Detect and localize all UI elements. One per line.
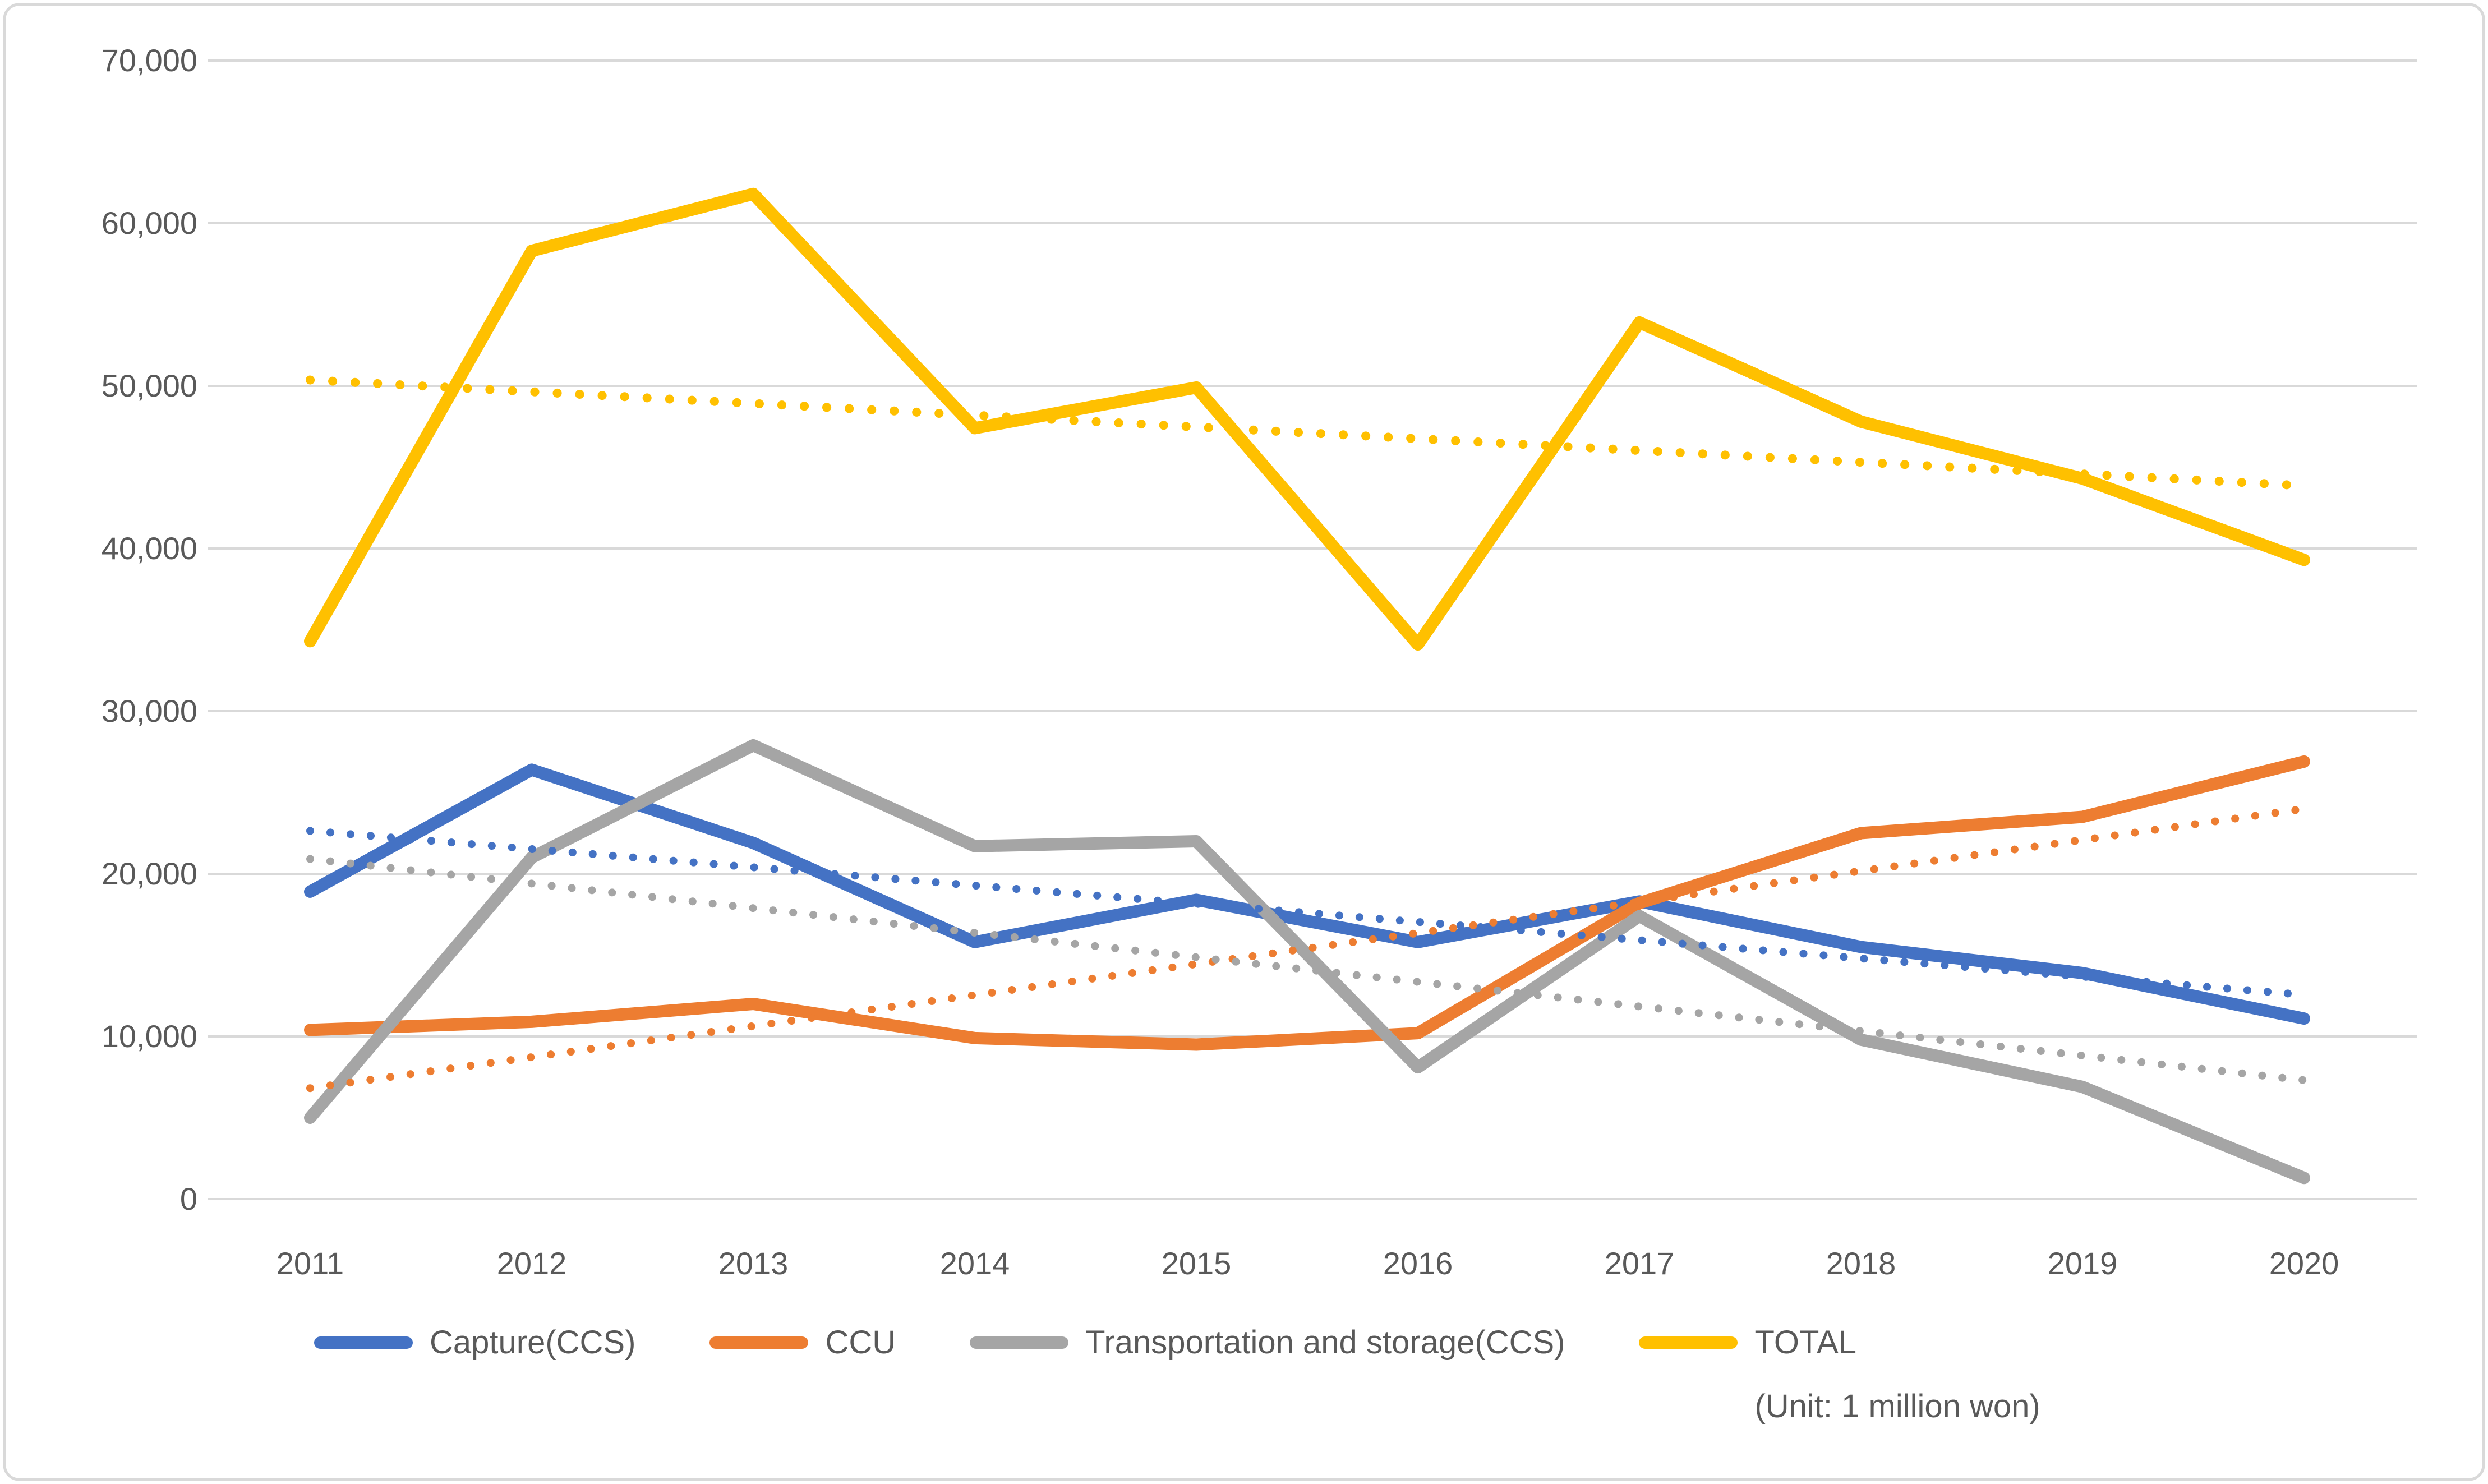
x-tick-label: 2014 [940, 1246, 1010, 1281]
series-line-total [304, 187, 2310, 651]
legend-label-ccu: CCU [825, 1324, 896, 1361]
y-tick-label: 40,000 [102, 531, 197, 566]
x-tick-label: 2011 [277, 1246, 344, 1281]
x-tick-label: 2020 [2269, 1246, 2339, 1281]
legend-item-total: TOTAL (Unit: 1 million won) [1639, 1325, 2040, 1425]
y-tick-label: 20,000 [102, 856, 197, 891]
series-line-ccu [304, 755, 2310, 1051]
legend-item-capture-ccs: Capture(CCS) [314, 1325, 635, 1361]
chart-legend: Capture(CCS) CCU Transportation and stor… [314, 1325, 2040, 1425]
trendline-ccu [306, 805, 2308, 1093]
x-tick-label: 2016 [1383, 1246, 1453, 1281]
y-tick-label: 0 [180, 1181, 197, 1216]
legend-label-capture-ccs: Capture(CCS) [430, 1324, 636, 1361]
legend-label-transportation-storage: Transportation and storage(CCS) [1085, 1324, 1565, 1361]
x-tick-label: 2018 [1826, 1246, 1896, 1281]
legend-label-total: TOTAL [1754, 1324, 1857, 1361]
trendline-capture-ccs- [306, 827, 2308, 999]
figure-border [3, 3, 2485, 1481]
x-tick-label: 2015 [1162, 1246, 1232, 1281]
unit-note: (Unit: 1 million won) [1754, 1388, 2040, 1425]
x-tick-label: 2013 [718, 1246, 789, 1281]
legend-marker-ccu-icon [709, 1336, 809, 1349]
x-tick-label: 2017 [1605, 1246, 1675, 1281]
trendline-total [306, 375, 2309, 491]
legend-item-transportation-storage: Transportation and storage(CCS) [970, 1325, 1565, 1361]
legend-marker-transportation-storage-icon [970, 1336, 1069, 1349]
y-tick-label: 60,000 [102, 205, 197, 241]
y-tick-label: 30,000 [102, 693, 197, 729]
legend-marker-capture-ccs-icon [314, 1336, 413, 1349]
y-tick-label: 70,000 [102, 43, 197, 78]
legend-marker-total-icon [1639, 1336, 1738, 1349]
y-tick-label: 50,000 [102, 368, 197, 403]
x-tick-label: 2019 [2048, 1246, 2118, 1281]
x-tick-label: 2012 [497, 1246, 567, 1281]
legend-item-ccu: CCU [709, 1325, 896, 1361]
y-tick-label: 10,000 [102, 1018, 197, 1054]
series-line-transportation-and-storage-ccs- [304, 739, 2310, 1185]
